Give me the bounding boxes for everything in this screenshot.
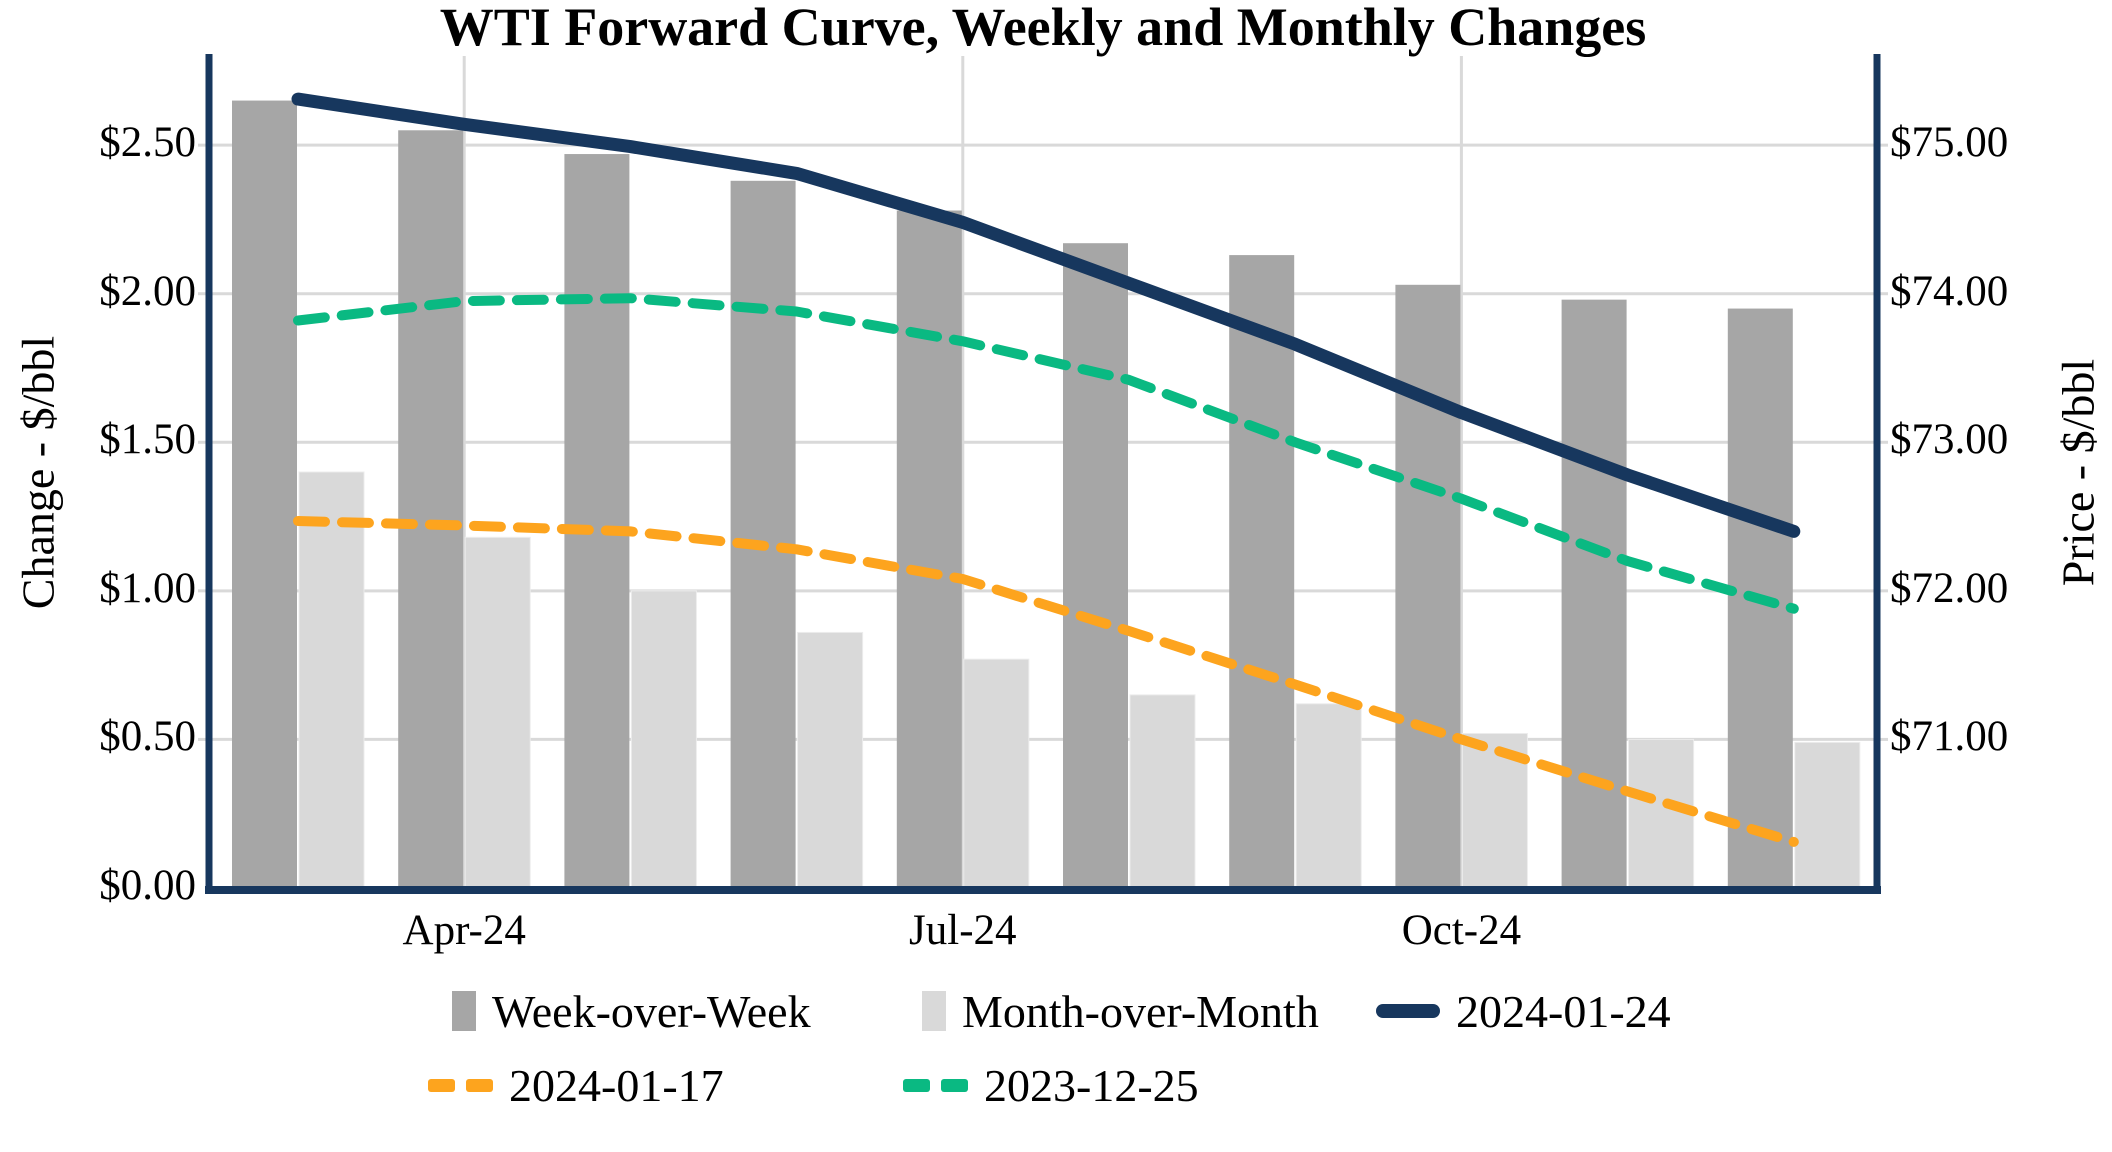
legend-label: 2024-01-24 — [1456, 985, 1671, 1037]
legend-item-2024-01-17: 2024-01-17 — [428, 1058, 724, 1112]
bar-week-over-week — [1395, 284, 1461, 888]
legend-label: Week-over-Week — [492, 985, 811, 1037]
bar-month-over-month — [963, 658, 1030, 889]
right-tick-0: $71.00 — [1890, 713, 2009, 761]
bar-week-over-week — [1063, 243, 1128, 888]
x-tick-jul-24: Jul-24 — [909, 907, 1017, 954]
legend-item-month-over-month: Month-over-Month — [922, 984, 1319, 1038]
left-tick-5: $2.50 — [99, 119, 196, 167]
right-tick-2: $73.00 — [1890, 416, 2009, 464]
line-2023-12-25 — [293, 293, 1799, 614]
bar-week-over-week — [564, 154, 630, 889]
chart-title: WTI Forward Curve, Weekly and Monthly Ch… — [439, 0, 1647, 57]
bar-week-over-week — [398, 130, 464, 889]
x-tick-apr-24: Apr-24 — [402, 907, 526, 954]
week-over-week-swatch-icon — [452, 991, 476, 1031]
bar-month-over-month — [298, 471, 365, 889]
left-tick-1: $0.50 — [99, 713, 196, 761]
right-axis-title: Price - $/bbl — [2052, 358, 2104, 587]
legend-label: Month-over-Month — [962, 985, 1319, 1037]
line-2024-01-24 — [291, 92, 1801, 538]
bar-month-over-month — [630, 590, 697, 889]
line-2024-01-17 — [293, 516, 1799, 847]
left-tick-3: $1.50 — [99, 416, 196, 464]
orange-dash-swatch-icon — [428, 1078, 493, 1092]
left-axis-title: Change - $/bbl — [12, 335, 64, 610]
month-over-month-swatch-icon — [922, 991, 946, 1031]
bar-week-over-week — [1229, 255, 1295, 889]
x-tick-oct-24: Oct-24 — [1401, 907, 1522, 954]
legend-item-week-over-week: Week-over-Week — [452, 984, 811, 1038]
bar-month-over-month — [1295, 703, 1362, 889]
legend-item-2023-12-25: 2023-12-25 — [903, 1058, 1199, 1112]
solid-line-swatch-icon — [1376, 1004, 1440, 1018]
bar-week-over-week — [896, 210, 962, 888]
bar-month-over-month — [1129, 694, 1196, 889]
legend-label: 2023-12-25 — [984, 1059, 1199, 1111]
right-tick-1: $72.00 — [1890, 564, 2009, 612]
bar-week-over-week — [1561, 299, 1627, 889]
left-tick-2: $1.00 — [99, 564, 196, 612]
green-dash-swatch-icon — [903, 1078, 968, 1092]
bar-month-over-month — [464, 536, 531, 889]
right-tick-3: $74.00 — [1890, 267, 2009, 315]
bar-week-over-week — [232, 100, 297, 889]
bar-month-over-month — [797, 631, 864, 889]
left-tick-0: $0.00 — [99, 862, 196, 909]
bar-month-over-month — [1794, 741, 1861, 889]
bar-week-over-week — [730, 180, 796, 889]
right-tick-4: $75.00 — [1890, 119, 2009, 167]
left-tick-4: $2.00 — [99, 267, 196, 315]
legend-item-2024-01-24: 2024-01-24 — [1376, 984, 1671, 1038]
legend-label: 2024-01-17 — [509, 1059, 724, 1111]
